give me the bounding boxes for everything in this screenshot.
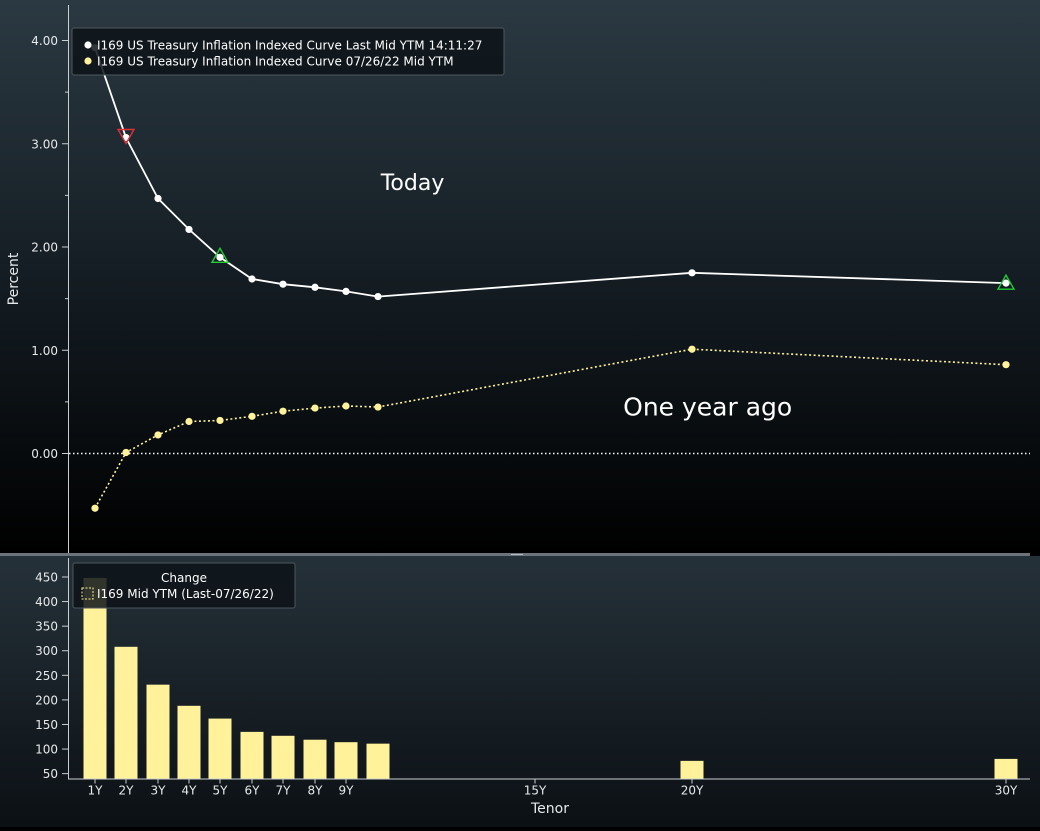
change-bar: [271, 735, 295, 779]
x-tick-label: 30Y: [995, 784, 1018, 798]
change-bar: [334, 742, 358, 779]
x-tick-label: 4Y: [182, 784, 198, 798]
year-ago-point: [185, 417, 193, 426]
change-bar: [83, 577, 107, 779]
year-ago-curve-line: [94, 348, 1007, 509]
today-point: [311, 283, 319, 291]
change-bar: [994, 758, 1018, 779]
x-tick-label: 20Y: [681, 784, 704, 798]
x-tick-label: 5Y: [213, 784, 229, 798]
today-point: [1002, 279, 1010, 287]
year-ago-point: [374, 403, 382, 411]
x-tick-label: 15Y: [524, 784, 547, 798]
bottom-y-tick-label: 50: [43, 767, 58, 781]
top-panel-background: [0, 0, 1040, 553]
year-ago-point: [91, 504, 99, 512]
bottom-y-tick-label: 350: [35, 620, 58, 634]
legend-entry-year-ago: I169 US Treasury Inflation Indexed Curve…: [97, 55, 454, 69]
today-point: [154, 194, 162, 203]
bottom-legend: Change I169 Mid YTM (Last-07/26/22): [72, 562, 296, 609]
change-bar: [366, 743, 390, 779]
year-ago-point: [216, 416, 224, 425]
change-bar: [680, 760, 704, 779]
year-ago-point: [154, 431, 162, 439]
x-tick-label: 9Y: [339, 784, 355, 798]
top-legend-box: [71, 27, 505, 76]
top-y-axis: 4.00 3.00 2.00 1.00 0.00 Percent: [6, 5, 1030, 553]
annotation-layer: Today One year ago: [380, 171, 793, 421]
year-ago-point: [342, 402, 350, 410]
year-ago-point: [1002, 361, 1010, 369]
top-legend: I169 US Treasury Inflation Indexed Curve…: [71, 27, 505, 76]
y-tick-label: 4.00: [31, 34, 58, 48]
change-bars: [83, 577, 1018, 779]
x-axis-label: Tenor: [530, 801, 569, 817]
year-ago-point: [311, 404, 319, 412]
change-bar: [208, 718, 232, 779]
today-curve-line: [94, 47, 1007, 298]
today-point: [374, 292, 382, 301]
bottom-y-tick-label: 100: [35, 743, 58, 757]
today-point: [688, 269, 696, 277]
change-bar: [114, 646, 138, 779]
change-bar: [177, 705, 201, 779]
red-down-triangle-marker: [116, 128, 136, 145]
annotation-one-year-ago: One year ago: [623, 392, 792, 421]
x-tick-label: 2Y: [119, 784, 135, 798]
bottom-y-tick-label: 200: [35, 693, 58, 707]
bottom-axes: 450 400 350 300 250 200 150 100 50 1Y 2Y 3Y 4Y 5Y 6Y 7Y…: [35, 558, 1030, 817]
bottom-y-tick-label: 400: [35, 595, 58, 609]
today-point: [185, 225, 193, 234]
x-tick-label: 1Y: [88, 784, 104, 798]
y-axis-label: Percent: [6, 252, 22, 305]
year-ago-point: [122, 448, 130, 457]
y-tick-label: 1.00: [31, 344, 58, 358]
today-point: [216, 253, 224, 261]
change-bar: [146, 684, 170, 779]
x-tick-label: 7Y: [276, 784, 292, 798]
bottom-legend-title: Change: [161, 571, 207, 585]
green-up-triangle-marker: [210, 246, 230, 263]
bottom-y-tick-label: 300: [35, 644, 58, 658]
y-tick-label: 3.00: [31, 137, 58, 151]
x-tick-label: 3Y: [151, 784, 167, 798]
x-tick-label: 6Y: [245, 784, 261, 798]
bottom-y-tick-label: 150: [35, 718, 58, 732]
y-tick-label: 0.00: [31, 447, 58, 461]
year-ago-point: [688, 345, 696, 353]
change-bar: [303, 739, 327, 779]
today-point: [342, 287, 350, 295]
change-bar: [240, 731, 264, 779]
year-ago-point: [248, 412, 256, 420]
green-up-triangle-marker: [996, 273, 1016, 290]
bottom-y-tick-label: 250: [35, 669, 58, 683]
legend-entry-change: I169 Mid YTM (Last-07/26/22): [97, 587, 274, 601]
bottom-y-tick-label: 450: [35, 571, 58, 585]
bottom-legend-box: [72, 562, 296, 609]
legend-marker-today: [84, 41, 92, 49]
x-tick-label: 8Y: [308, 784, 324, 798]
top-series-layer: [91, 44, 1016, 512]
year-ago-point: [279, 407, 287, 415]
y-tick-label: 2.00: [31, 241, 58, 255]
today-point: [279, 280, 287, 288]
legend-swatch-change: [81, 587, 94, 600]
legend-entry-today: I169 US Treasury Inflation Indexed Curve…: [97, 39, 482, 53]
today-point: [248, 275, 256, 283]
legend-marker-year-ago: [84, 57, 92, 65]
annotation-today: Today: [380, 171, 445, 196]
